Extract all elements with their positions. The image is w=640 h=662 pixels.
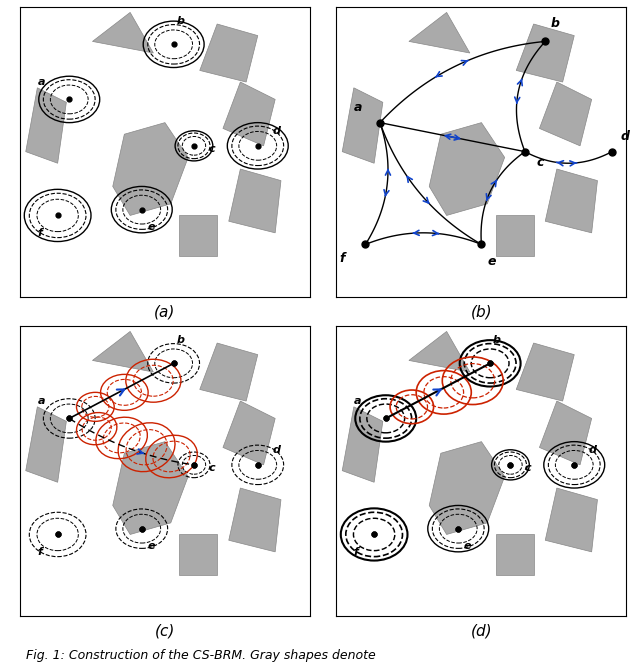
Polygon shape <box>409 13 470 53</box>
Polygon shape <box>409 332 470 372</box>
Polygon shape <box>540 82 591 146</box>
Text: b: b <box>177 335 184 345</box>
Text: b: b <box>177 16 184 26</box>
Text: d: d <box>272 446 280 455</box>
Polygon shape <box>200 343 258 401</box>
Text: (b): (b) <box>470 305 492 320</box>
Text: f: f <box>354 547 358 557</box>
Text: d: d <box>589 446 596 455</box>
Polygon shape <box>545 169 598 233</box>
Polygon shape <box>342 407 383 482</box>
Text: (d): (d) <box>470 624 492 639</box>
Text: b: b <box>551 17 560 30</box>
Polygon shape <box>113 122 188 215</box>
Text: d: d <box>272 126 280 136</box>
Polygon shape <box>516 343 574 401</box>
Text: a: a <box>37 77 45 87</box>
Text: e: e <box>464 541 472 551</box>
Polygon shape <box>26 407 67 482</box>
Text: c: c <box>536 156 544 169</box>
Polygon shape <box>179 534 217 575</box>
Polygon shape <box>113 442 188 534</box>
Text: (c): (c) <box>155 624 175 639</box>
Text: b: b <box>493 335 501 345</box>
Polygon shape <box>228 488 281 552</box>
Text: c: c <box>209 144 215 154</box>
Polygon shape <box>540 401 591 465</box>
Text: Fig. 1: Construction of the CS-BRM. Gray shapes denote: Fig. 1: Construction of the CS-BRM. Gray… <box>26 649 375 662</box>
Text: f: f <box>37 228 42 238</box>
Text: c: c <box>525 463 532 473</box>
Polygon shape <box>223 82 275 146</box>
Polygon shape <box>92 13 154 53</box>
Polygon shape <box>228 169 281 233</box>
Text: d: d <box>621 130 630 143</box>
Polygon shape <box>429 122 505 215</box>
Polygon shape <box>342 88 383 164</box>
Text: f: f <box>37 547 42 557</box>
Text: c: c <box>209 463 215 473</box>
Polygon shape <box>92 332 154 372</box>
Polygon shape <box>200 24 258 82</box>
Polygon shape <box>516 24 574 82</box>
Polygon shape <box>223 401 275 465</box>
Text: a: a <box>37 396 45 406</box>
Polygon shape <box>545 488 598 552</box>
Text: f: f <box>339 252 345 265</box>
Text: a: a <box>354 396 362 406</box>
Polygon shape <box>429 442 505 534</box>
Polygon shape <box>496 215 534 256</box>
Text: a: a <box>354 101 362 114</box>
Text: e: e <box>148 222 155 232</box>
Polygon shape <box>26 88 67 164</box>
Polygon shape <box>496 534 534 575</box>
Text: e: e <box>487 255 496 267</box>
Text: e: e <box>148 541 155 551</box>
Text: (a): (a) <box>154 305 175 320</box>
Polygon shape <box>179 215 217 256</box>
